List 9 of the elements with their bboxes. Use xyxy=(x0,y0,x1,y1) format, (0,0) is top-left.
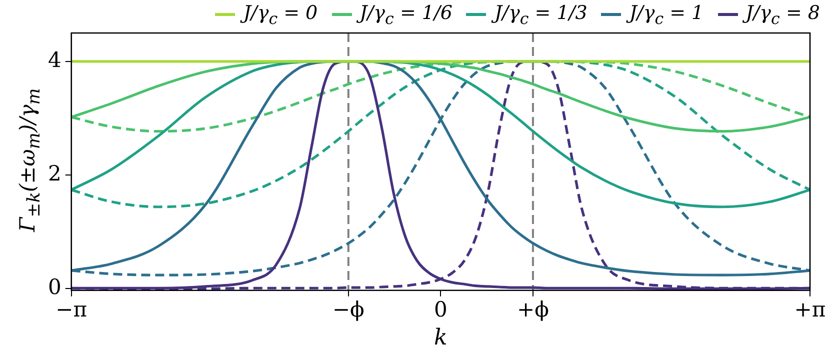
y-tick-label: 4 xyxy=(48,48,62,72)
x-tick-label: −ϕ xyxy=(332,297,364,322)
x-tick-label: −π xyxy=(56,297,88,322)
x-axis-title: k xyxy=(434,326,448,351)
x-tick-label: +ϕ xyxy=(517,297,549,322)
x-tick-label: +π xyxy=(794,297,826,322)
y-tick-label: 0 xyxy=(48,275,62,300)
x-tick-label: 0 xyxy=(434,297,448,322)
y-tick-label: 2 xyxy=(48,162,62,186)
